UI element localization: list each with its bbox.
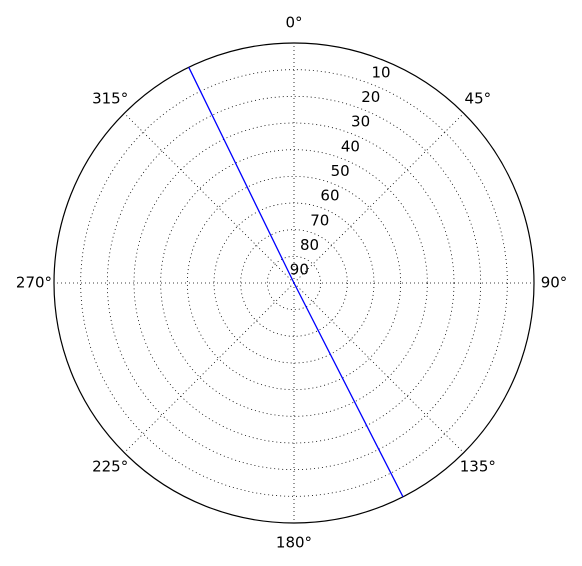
grid-line — [124, 282, 295, 453]
grid-circle — [266, 255, 322, 311]
x-tick-label: 270° — [16, 274, 52, 292]
grid-circle — [160, 149, 428, 417]
x-tick-label: 45° — [465, 90, 492, 108]
plot-border — [53, 42, 535, 524]
grid-circle — [240, 229, 348, 337]
grid-circle — [213, 202, 375, 364]
x-tick-label: 180° — [276, 534, 312, 552]
y-tick-label: 60 — [320, 187, 339, 205]
y-tick-label: 40 — [341, 137, 360, 155]
grid-circle — [133, 122, 455, 444]
grid-circle — [80, 69, 508, 497]
y-tick-label: 10 — [371, 63, 390, 81]
y-tick-label: 30 — [351, 113, 370, 131]
y-tick-label: 20 — [361, 88, 380, 106]
y-tick-label: 50 — [331, 162, 350, 180]
y-tick-label: 70 — [310, 211, 329, 229]
grid-line — [293, 113, 464, 284]
x-tick-label: 0° — [285, 14, 302, 32]
grid-circle — [106, 95, 482, 471]
grid-line — [293, 282, 464, 453]
x-tick-label: 135° — [460, 457, 496, 475]
x-tick-label: 90° — [541, 274, 568, 292]
x-tick-label: 315° — [92, 90, 128, 108]
y-tick-label: 90 — [290, 261, 309, 279]
grid-line — [124, 113, 295, 284]
x-tick-label: 225° — [92, 457, 128, 475]
series-line — [188, 67, 404, 498]
y-tick-label: 80 — [300, 236, 319, 254]
